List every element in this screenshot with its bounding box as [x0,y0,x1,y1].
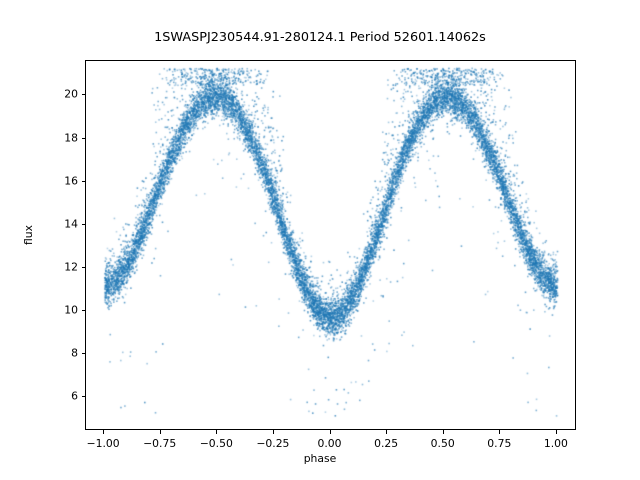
x-tick-label: 0.00 [317,437,342,450]
x-tick-mark [103,430,105,434]
y-tick-label: 20 [64,87,78,101]
x-axis-label: phase [303,452,337,465]
y-tick-mark [81,352,85,354]
x-tick-label: −0.50 [199,437,233,450]
y-tick-label: 12 [64,260,78,274]
plot-area [85,60,576,430]
x-tick-label: 0.25 [374,437,399,450]
scatter-plot-canvas [86,61,575,429]
x-tick-label: −0.25 [256,437,290,450]
y-tick-label: 14 [64,217,78,231]
x-tick-mark [386,430,388,434]
y-tick-label: 18 [64,131,78,144]
x-tick-mark [442,430,444,434]
x-tick-mark [159,430,161,434]
x-tick-mark [499,430,501,434]
y-axis-label: flux [22,224,35,245]
x-tick-label: 0.50 [430,437,455,450]
y-tick-mark [81,180,85,182]
y-tick-mark [81,137,85,139]
x-tick-mark [555,430,557,434]
x-tick-label: −0.75 [143,437,177,450]
y-tick-mark [81,94,85,96]
y-tick-label: 10 [64,303,78,317]
y-tick-mark [81,266,85,268]
x-tick-mark [329,430,331,434]
y-tick-mark [81,395,85,397]
x-tick-mark [216,430,218,434]
x-tick-label: 1.00 [543,437,568,450]
y-tick-mark [81,309,85,311]
x-tick-mark [272,430,274,434]
x-tick-label: −1.00 [86,437,120,450]
y-tick-label: 16 [64,174,78,187]
y-tick-mark [81,223,85,225]
page-title: 1SWASPJ230544.91-280124.1 Period 52601.1… [154,30,486,45]
y-tick-label: 8 [71,346,78,360]
y-tick-label: 6 [71,389,78,403]
x-tick-label: 0.75 [487,437,512,450]
